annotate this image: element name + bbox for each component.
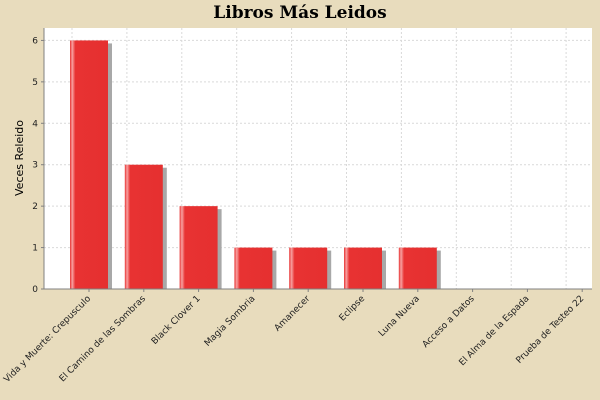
- chart-title: Libros Más Leidos: [213, 3, 386, 23]
- x-tick-label: Eclipse: [338, 294, 368, 324]
- x-tick-label: Black Clover 1: [150, 294, 203, 347]
- x-tick-label: Acceso a Datos: [421, 294, 477, 350]
- bar: [289, 247, 328, 289]
- bar: [179, 206, 218, 289]
- y-tick-label: 6: [32, 36, 38, 46]
- x-tick-label: Amanecer: [273, 294, 313, 334]
- bar: [234, 247, 273, 289]
- y-tick-label: 3: [32, 161, 38, 171]
- y-axis: 0 1 2 3 4 5 6: [32, 28, 45, 295]
- x-tick-label: Vida y Muerte: Crepusculo: [2, 294, 93, 385]
- y-tick-label: 2: [32, 202, 38, 212]
- bar: [70, 40, 108, 289]
- x-tick-label: Luna Nueva: [377, 294, 422, 339]
- y-axis-label: Veces Releido: [13, 120, 26, 196]
- y-tick-label: 4: [32, 119, 38, 129]
- y-tick-label: 5: [32, 78, 38, 88]
- y-tick-label: 0: [32, 285, 38, 295]
- x-tick-label: Magia Sombria: [203, 294, 258, 349]
- bar: [398, 247, 437, 289]
- y-tick-label: 1: [32, 244, 38, 254]
- bar-series: [70, 40, 441, 289]
- bar: [344, 247, 382, 289]
- bar: [124, 164, 163, 289]
